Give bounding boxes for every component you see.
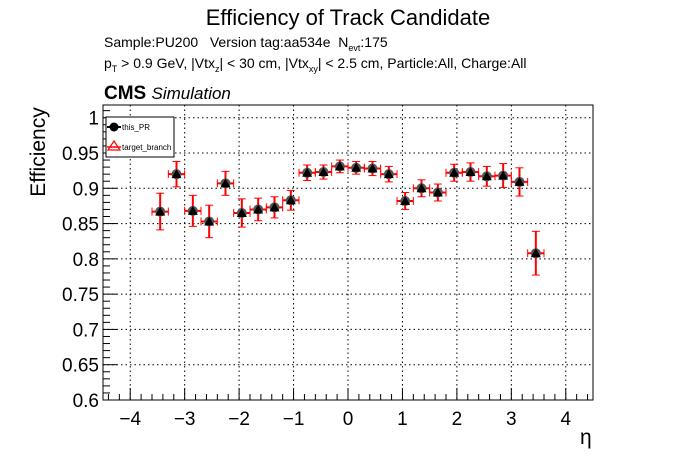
target-branch-marker bbox=[383, 169, 394, 179]
data-point bbox=[216, 170, 235, 196]
target-branch-marker bbox=[530, 248, 541, 258]
data-point bbox=[429, 183, 447, 202]
data-point bbox=[461, 162, 480, 182]
data-point bbox=[445, 163, 463, 182]
target-branch-marker bbox=[285, 195, 296, 205]
nevt-label: N bbox=[338, 34, 349, 50]
z-sub: z bbox=[214, 63, 220, 74]
target-branch-marker bbox=[155, 206, 166, 216]
target-branch-marker bbox=[400, 195, 411, 205]
target-branch-marker bbox=[220, 178, 231, 188]
data-point bbox=[151, 192, 169, 231]
data-point bbox=[380, 165, 398, 183]
data-point bbox=[527, 230, 545, 276]
target-branch-marker bbox=[514, 176, 525, 186]
target-branch-marker bbox=[449, 167, 460, 177]
simulation-text: Simulation bbox=[151, 84, 231, 103]
x-tick-label: 0 bbox=[343, 409, 354, 430]
target-branch-marker bbox=[318, 167, 329, 177]
data-point bbox=[412, 179, 431, 198]
cms-text: CMS bbox=[104, 83, 147, 104]
y-tick-label: 0.75 bbox=[62, 285, 99, 306]
target-branch-marker bbox=[334, 161, 345, 171]
x-tick-label: −4 bbox=[119, 409, 141, 430]
x-axis-label: η bbox=[580, 426, 592, 449]
info-line-2: pT > 0.9 GeV, |Vtxz| < 30 cm, |Vtxxy| < … bbox=[104, 55, 527, 74]
target-branch-marker bbox=[432, 187, 443, 197]
target-branch-marker bbox=[416, 183, 427, 193]
target-branch-marker bbox=[367, 163, 378, 173]
data-point bbox=[265, 196, 284, 219]
cms-label: CMS Simulation bbox=[104, 83, 231, 105]
pt-cut: > 0.9 GeV, |Vtx bbox=[117, 55, 215, 71]
rest-cut: | < 2.5 cm, Particle:All, Charge:All bbox=[317, 55, 527, 71]
x-tick-label: 3 bbox=[506, 409, 517, 430]
version-label: Version tag:aa534e bbox=[209, 34, 331, 50]
target-branch-marker bbox=[171, 169, 182, 179]
x-tick-label: 2 bbox=[452, 409, 463, 430]
target-branch-marker bbox=[465, 167, 476, 177]
data-point bbox=[494, 163, 512, 189]
data-point bbox=[167, 160, 186, 188]
y-tick-label: 0.85 bbox=[62, 215, 99, 236]
target-branch-marker bbox=[269, 202, 280, 212]
data-point bbox=[396, 192, 414, 210]
data-point bbox=[347, 160, 365, 175]
chart-title: Efficiency of Track Candidate bbox=[205, 5, 491, 30]
data-point bbox=[200, 204, 218, 239]
data-point bbox=[510, 167, 529, 197]
data-point bbox=[249, 197, 267, 222]
y-tick-label: 0.9 bbox=[73, 179, 99, 200]
z-cut: | < 30 cm, |Vtx bbox=[219, 55, 309, 71]
xy-sub: xy bbox=[308, 63, 318, 74]
target-branch-marker bbox=[187, 205, 198, 215]
data-point bbox=[331, 159, 349, 174]
pt-label: p bbox=[104, 55, 112, 71]
target-branch-marker bbox=[302, 167, 313, 177]
legend-label-this-pr: this_PR bbox=[122, 123, 150, 132]
data-point bbox=[298, 164, 316, 182]
data-point bbox=[363, 160, 382, 177]
nevt-sub: evt bbox=[348, 42, 361, 53]
info-line-1: Sample:PU200 Version tag:aa534e Nevt:175 bbox=[104, 34, 388, 53]
target-branch-marker bbox=[204, 216, 215, 226]
data-point bbox=[282, 189, 300, 211]
target-branch-marker bbox=[498, 170, 509, 180]
data-point bbox=[314, 164, 333, 180]
data-point bbox=[184, 194, 202, 227]
x-tick-label: 4 bbox=[560, 409, 571, 430]
x-tick-label: −3 bbox=[174, 409, 196, 430]
legend-label-target-branch: target_branch bbox=[122, 143, 171, 152]
x-tick-label: −1 bbox=[283, 409, 305, 430]
plot-frame bbox=[102, 104, 594, 401]
target-branch-marker bbox=[253, 204, 264, 214]
y-tick-label: 0.6 bbox=[73, 391, 99, 412]
y-tick-label: 0.8 bbox=[73, 250, 99, 271]
legend-marker-target-branch bbox=[106, 139, 122, 151]
target-branch-marker bbox=[236, 207, 247, 217]
x-tick-label: −2 bbox=[228, 409, 250, 430]
data-point bbox=[233, 198, 251, 228]
nevt-value: :175 bbox=[360, 34, 388, 50]
y-tick-label: 0.7 bbox=[73, 320, 99, 341]
x-tick-label: 1 bbox=[397, 409, 408, 430]
pt-sub: T bbox=[111, 63, 118, 74]
sample-label: Sample:PU200 bbox=[104, 34, 199, 50]
y-tick-label: 0.65 bbox=[62, 356, 99, 377]
data-point bbox=[478, 165, 496, 187]
legend: this_PR target_branch bbox=[105, 116, 175, 158]
y-tick-label: 0.95 bbox=[62, 144, 99, 165]
target-branch-marker bbox=[481, 171, 492, 181]
y-tick-label: 1 bbox=[88, 109, 99, 130]
target-branch-marker bbox=[351, 162, 362, 172]
